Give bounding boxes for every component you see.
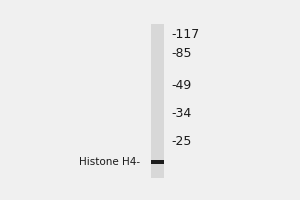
Text: -34: -34 [171,107,191,120]
Bar [151,24,164,178]
Text: -85: -85 [171,47,192,60]
Text: -49: -49 [171,79,191,92]
Bar [151,160,164,164]
Text: -25: -25 [171,135,192,148]
Text: Histone H4-: Histone H4- [79,157,140,167]
Text: -117: -117 [171,28,200,41]
